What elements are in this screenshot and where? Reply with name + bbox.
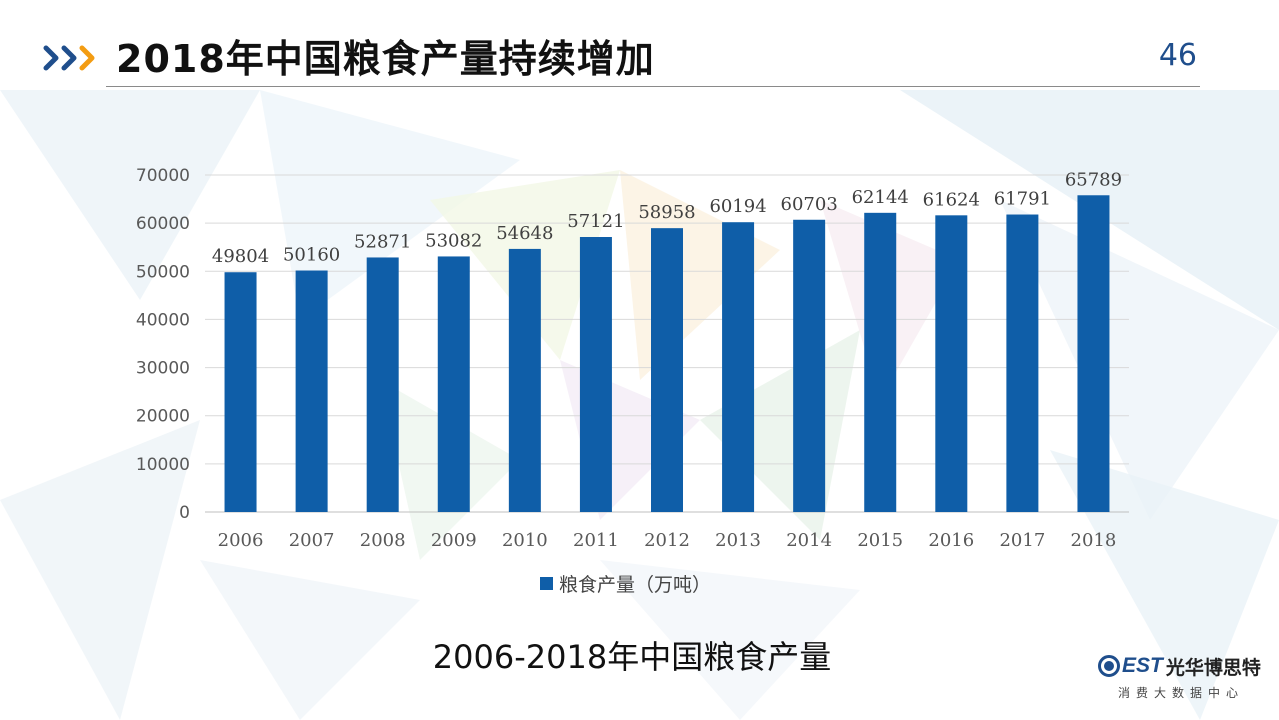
- y-tick-label: 50000: [136, 262, 190, 282]
- bar: [508, 248, 541, 512]
- x-tick-label: 2015: [857, 530, 903, 551]
- y-axis-tick-labels: 0 10000 20000 30000 40000 50000 60000 70000: [136, 166, 190, 523]
- bar: [437, 256, 470, 512]
- data-label: 53082: [425, 230, 482, 251]
- company-logo: EST 光华博思特 消费大数据中心: [1098, 650, 1268, 705]
- x-tick-label: 2014: [786, 530, 832, 551]
- bar: [722, 222, 755, 512]
- bar: [579, 237, 612, 513]
- legend-swatch: [540, 577, 553, 590]
- y-tick-label: 20000: [136, 407, 190, 427]
- data-label: 60194: [709, 196, 766, 217]
- bar: [366, 257, 399, 512]
- bar: [224, 272, 257, 512]
- data-label: 49804: [212, 246, 269, 267]
- bar: [1006, 214, 1039, 512]
- logo-mark-icon: [1098, 655, 1120, 677]
- page-number: 46: [1158, 38, 1197, 73]
- y-tick-label: 30000: [136, 359, 190, 379]
- bar: [1077, 195, 1110, 513]
- x-tick-label: 2010: [502, 530, 548, 551]
- x-tick-label: 2011: [573, 530, 619, 551]
- x-tick-label: 2009: [431, 530, 477, 551]
- data-label: 60703: [781, 194, 838, 215]
- chart-caption: 2006-2018年中国粮食产量: [432, 638, 832, 676]
- legend-label: 粮食产量（万吨）: [559, 574, 711, 596]
- title-divider: [106, 86, 1200, 87]
- x-tick-label: 2008: [360, 530, 406, 551]
- x-tick-label: 2017: [999, 530, 1045, 551]
- data-label: 62144: [852, 187, 909, 208]
- bar: [935, 215, 968, 512]
- bar: [651, 228, 683, 512]
- logo-brand-latin: EST: [1122, 654, 1163, 677]
- y-tick-label: 40000: [136, 310, 190, 330]
- bars: [224, 195, 1110, 513]
- y-tick-label: 0: [179, 503, 190, 523]
- logo-subtitle: 消费大数据中心: [1118, 686, 1245, 700]
- x-axis-tick-labels: 2006 2007 2008 2009 2010 2011 2012 2013 2014 2015…: [218, 530, 1117, 551]
- x-tick-label: 2016: [928, 530, 974, 551]
- x-tick-label: 2007: [289, 530, 335, 551]
- data-label: 58958: [638, 202, 695, 223]
- bar: [864, 212, 897, 512]
- x-tick-label: 2012: [644, 530, 690, 551]
- slide-title: 2018年中国粮食产量持续增加: [116, 37, 655, 81]
- x-tick-label: 2018: [1071, 530, 1117, 551]
- chevrons-icon: [43, 45, 95, 71]
- y-tick-label: 60000: [136, 214, 190, 234]
- data-label: 57121: [567, 211, 624, 232]
- data-label: 50160: [283, 245, 340, 266]
- data-labels: 49804 50160 52871 53082 54648 57121 58958 60194…: [212, 169, 1122, 267]
- legend: 粮食产量（万吨）: [540, 574, 711, 596]
- data-label: 61791: [994, 189, 1051, 210]
- data-label: 65789: [1065, 169, 1122, 190]
- y-tick-label: 70000: [136, 166, 190, 186]
- y-tick-label: 10000: [136, 455, 190, 475]
- data-label: 52871: [354, 231, 411, 252]
- bar: [793, 219, 826, 512]
- data-label: 54648: [496, 223, 553, 244]
- logo-brand-chinese: 光华博思特: [1165, 656, 1261, 679]
- bar: [295, 270, 328, 512]
- data-label: 61624: [923, 189, 980, 210]
- x-tick-label: 2006: [218, 530, 264, 551]
- x-tick-label: 2013: [715, 530, 761, 551]
